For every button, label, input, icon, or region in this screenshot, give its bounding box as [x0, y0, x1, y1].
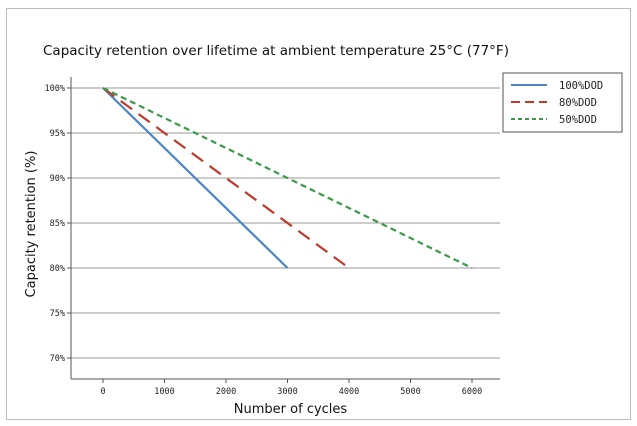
x-tick-label: 0: [100, 387, 105, 397]
legend-label: 100%DOD: [559, 80, 603, 92]
axes: [67, 77, 500, 383]
series-line: [102, 87, 350, 269]
chart: Capacity retention over lifetime at ambi…: [24, 43, 623, 417]
y-tick-label: 100%: [45, 84, 65, 94]
legend-label: 50%DOD: [559, 114, 597, 126]
y-axis-label: Capacity retention (%): [24, 151, 39, 298]
chart-title: Capacity retention over lifetime at ambi…: [43, 43, 509, 59]
x-tick-label: 1000: [154, 387, 174, 397]
y-tick-label: 85%: [50, 219, 65, 229]
y-tick-label: 75%: [50, 309, 65, 319]
y-tick-label: 70%: [50, 354, 65, 364]
y-tick-label: 95%: [50, 129, 65, 139]
x-tick-label: 2000: [216, 387, 236, 397]
tick-labels: 100% 95% 90% 85% 80% 75% 70% 0 1000 2000 3000 4000 5…: [45, 84, 483, 397]
x-axis-label: Number of cycles: [234, 402, 348, 417]
x-tick-label: 6000: [462, 387, 482, 397]
legend-label: 80%DOD: [559, 97, 597, 109]
legend: 100%DOD 80%DOD 50%DOD: [502, 72, 623, 133]
series: [102, 87, 473, 269]
chart-frame: Capacity retention over lifetime at ambi…: [6, 8, 631, 420]
y-tick-label: 90%: [50, 174, 65, 184]
x-tick-label: 5000: [400, 387, 420, 397]
series-line: [102, 87, 473, 269]
y-tick-label: 80%: [50, 264, 65, 274]
x-tick-label: 3000: [277, 387, 297, 397]
legend-box: [502, 72, 623, 133]
series-line: [102, 87, 289, 269]
grid: [71, 87, 500, 359]
x-tick-label: 4000: [339, 387, 359, 397]
